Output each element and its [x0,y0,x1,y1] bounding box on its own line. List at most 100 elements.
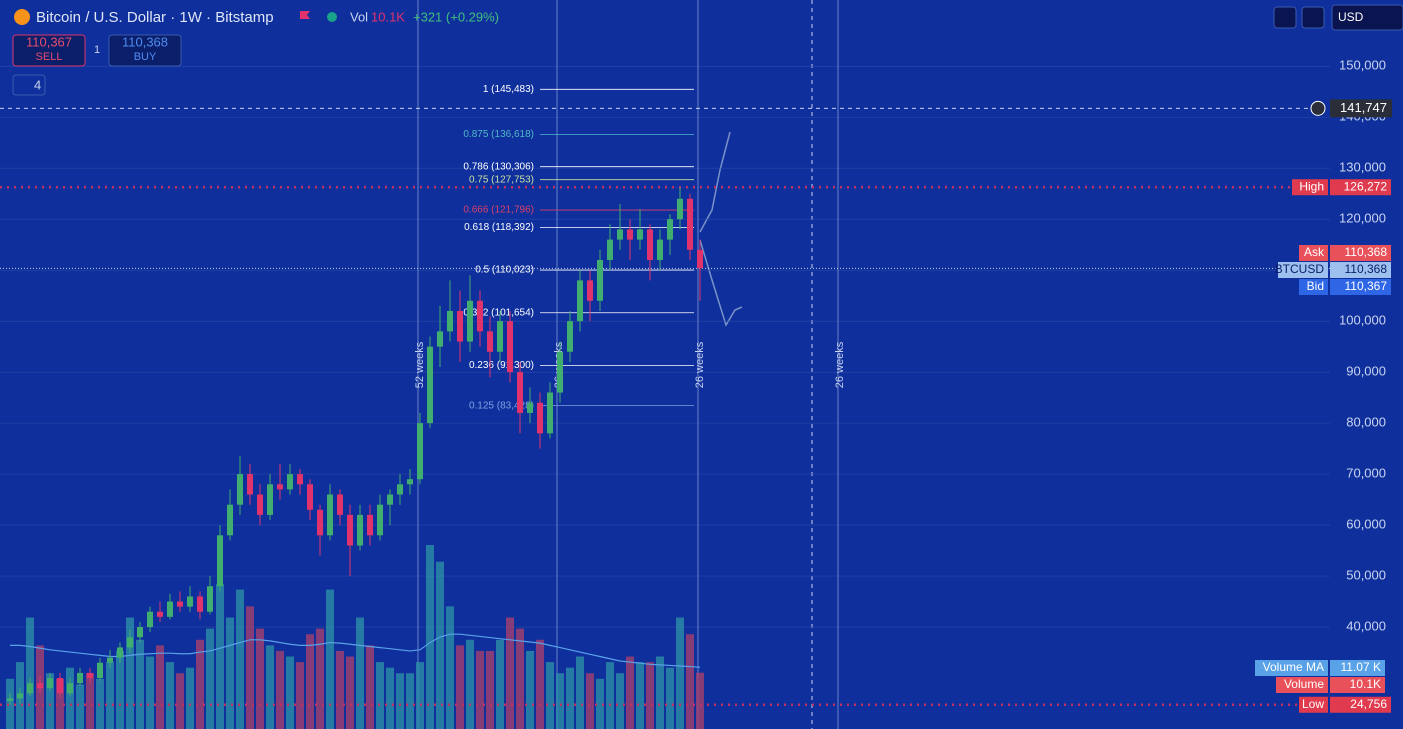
currency-select[interactable] [1331,4,1403,31]
fib-label: 0.618 (118,392) [464,222,534,233]
candle-body [217,535,223,587]
candle-body [177,601,183,607]
volume-bar [566,667,574,729]
tag-value-bg [1330,179,1391,196]
tag-value-bg [1330,262,1391,278]
candle-body [667,219,673,240]
candle-body [307,484,313,510]
volume-bar [486,650,494,729]
candle-body [87,672,93,679]
candle-body [497,321,503,352]
btc-icon [14,9,30,25]
y-tick-label: 120,000 [1339,211,1386,226]
candle-body [677,198,683,220]
volume-bar [686,634,694,729]
fib-label: 0.875 (136,618) [463,129,534,140]
volume-bar [446,606,454,729]
tag-value-bg [1330,696,1391,713]
candle-body [27,683,33,694]
candle-body [327,494,333,536]
candle-body [647,229,653,260]
volume-bar [46,673,54,729]
volume-bar [146,656,154,729]
currency: USD [1338,10,1364,24]
candle-body [67,683,73,694]
candle-body [557,351,563,393]
tag-name-bg [1299,245,1328,261]
volume-bar [416,662,424,729]
candle-body [147,611,153,628]
candle-body [7,698,13,701]
marker-label: 26 weeks [834,341,846,388]
fib-label: 0.382 (101,654) [463,307,534,318]
volume-bar [546,662,554,729]
volume-bar [516,628,524,729]
volume-bar [536,639,544,729]
candle-body [157,611,163,617]
flag [300,11,310,19]
vol-label: Vol [350,9,368,24]
volume-bar [466,639,474,729]
volume-bar [216,584,224,729]
volume-bar [606,662,614,729]
candle-body [527,402,533,413]
candle-body [617,229,623,240]
candle-body [477,300,483,332]
candle-body [57,678,63,694]
crosshair-plus [1310,100,1326,116]
candle-body [457,310,463,342]
tag-value: 24,756 [1350,697,1387,711]
volume-bar [406,673,414,729]
volume-bar [166,662,174,729]
volume-bar [76,684,84,729]
candle-body [587,280,593,301]
volume-bar [126,617,134,729]
candle-body [507,321,513,373]
candle-body [687,198,693,250]
buy-label: BUY [134,51,157,63]
candle-body [547,392,553,434]
volume-bar [136,639,144,729]
y-tick-label: 50,000 [1346,568,1386,583]
candle-body [367,514,373,536]
candle-body [237,474,243,505]
volume-bar [526,650,534,729]
refresh-button[interactable] [1301,6,1325,29]
candle-body [407,479,413,485]
header: Bitcoin / U.S. Dollar · 1W · Bitstamp Vo… [12,4,1403,96]
sell-button[interactable] [12,34,86,67]
vol-tag-value-bg [1330,677,1385,693]
fib-label: 1 (145,483) [483,84,534,95]
candle-body [17,693,23,699]
tag-name: BTCUSD [1275,262,1325,276]
volume-bar [196,639,204,729]
status [327,12,337,22]
volume-ma [10,633,701,668]
volume-bar [376,662,384,729]
volume-bar [646,662,654,729]
candle-body [597,259,603,301]
indicator-toggle[interactable] [12,74,46,96]
change: +321 (+0.29%) [413,9,499,24]
volume-bar [656,656,664,729]
volume-bar [86,673,94,729]
fib-label: 0.5 (110,023) [475,265,534,276]
y-tick-label: 100,000 [1339,313,1386,328]
fib-label: 0.236 (91,300) [469,360,534,371]
crosshair-tag [1330,99,1392,118]
download-button[interactable] [1273,6,1297,29]
candle-body [577,280,583,322]
candle-body [517,372,523,413]
y-tick-label: 130,000 [1339,160,1386,175]
volume-bar [596,678,604,729]
volume-bar [496,639,504,729]
candle-body [347,514,353,546]
buy-price: 110,368 [122,34,168,49]
candle-body [247,474,253,495]
buy-button[interactable] [108,34,182,67]
volume-bar [306,634,314,729]
volume-bar [676,617,684,729]
candle-body [197,596,203,612]
symbol: Bitcoin / U.S. Dollar · 1W · Bitstamp [36,9,274,26]
